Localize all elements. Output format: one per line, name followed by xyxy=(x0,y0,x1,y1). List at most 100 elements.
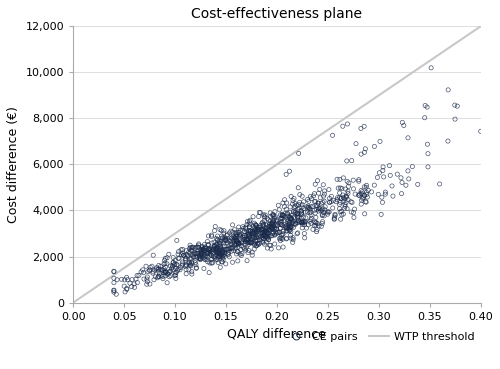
Point xyxy=(251,227,259,233)
Point xyxy=(228,222,236,228)
Point xyxy=(230,248,237,254)
Point xyxy=(286,210,294,215)
Point xyxy=(282,200,290,206)
Point xyxy=(321,204,329,210)
Point xyxy=(310,191,318,197)
Point xyxy=(156,263,164,269)
Point xyxy=(285,222,293,228)
Point xyxy=(344,121,351,127)
Point xyxy=(260,222,268,228)
Point xyxy=(259,227,267,233)
Point xyxy=(203,251,211,257)
Point xyxy=(243,237,251,242)
Point xyxy=(202,256,209,262)
Point xyxy=(196,252,204,258)
Point xyxy=(214,255,222,261)
Point xyxy=(292,221,300,227)
Point xyxy=(276,207,283,213)
Point xyxy=(258,230,266,236)
Point xyxy=(290,196,298,201)
Point xyxy=(304,204,312,210)
Point xyxy=(180,252,188,258)
Point xyxy=(199,252,207,258)
Point xyxy=(350,214,358,220)
Point xyxy=(258,230,266,236)
Point xyxy=(268,225,276,231)
Point xyxy=(204,241,212,247)
Point xyxy=(216,238,224,244)
Point xyxy=(224,238,232,244)
Point xyxy=(188,245,196,251)
Point xyxy=(231,243,239,249)
Point xyxy=(276,229,283,235)
Point xyxy=(246,233,254,239)
Point xyxy=(187,248,195,254)
Point xyxy=(362,199,370,205)
Point xyxy=(170,267,177,273)
Point xyxy=(262,228,270,234)
Point xyxy=(325,209,333,215)
Point xyxy=(143,276,151,282)
Point xyxy=(330,214,338,220)
Point xyxy=(176,267,184,273)
Point xyxy=(248,239,256,245)
Point xyxy=(287,224,295,230)
Point xyxy=(212,245,220,251)
Point xyxy=(310,207,318,213)
Point xyxy=(255,232,263,238)
Point xyxy=(204,249,212,255)
Point xyxy=(249,214,257,220)
Point xyxy=(214,249,222,255)
Point xyxy=(360,184,368,190)
Point xyxy=(231,241,239,246)
Point xyxy=(228,235,235,241)
Point xyxy=(268,222,276,228)
Point xyxy=(236,227,244,233)
Point xyxy=(320,213,328,219)
Point xyxy=(191,257,199,263)
Point xyxy=(339,192,347,198)
Point xyxy=(286,227,294,233)
Point xyxy=(230,234,238,240)
Point xyxy=(279,228,287,234)
Point xyxy=(320,209,328,215)
Point xyxy=(318,224,326,230)
Point xyxy=(182,248,190,254)
Point xyxy=(270,241,278,247)
Point xyxy=(255,227,263,232)
Point xyxy=(233,248,241,254)
Point xyxy=(144,269,152,275)
Point xyxy=(208,234,216,239)
Point xyxy=(277,221,285,227)
Point xyxy=(279,231,287,237)
Point xyxy=(154,266,162,272)
Point xyxy=(178,261,186,267)
Point xyxy=(360,211,368,217)
Point xyxy=(270,221,278,227)
Point xyxy=(258,229,266,235)
Point xyxy=(324,211,332,217)
Point xyxy=(168,265,175,271)
Point xyxy=(292,210,300,215)
Point xyxy=(272,231,280,237)
Point xyxy=(236,246,244,252)
Point xyxy=(244,233,252,239)
Title: Cost-effectiveness plane: Cost-effectiveness plane xyxy=(192,7,362,21)
Point xyxy=(268,225,276,231)
Point xyxy=(232,234,240,239)
Point xyxy=(208,240,216,246)
Point xyxy=(218,254,226,259)
Point xyxy=(192,250,200,256)
Point xyxy=(244,218,252,224)
Point xyxy=(286,214,294,220)
Point xyxy=(350,210,358,215)
Point xyxy=(195,251,203,256)
Point xyxy=(294,185,302,191)
Point xyxy=(339,123,347,129)
Point xyxy=(314,200,322,206)
Point xyxy=(295,214,303,220)
Point xyxy=(336,185,344,191)
Point xyxy=(343,158,351,164)
Point xyxy=(298,219,306,225)
Point xyxy=(298,210,306,216)
